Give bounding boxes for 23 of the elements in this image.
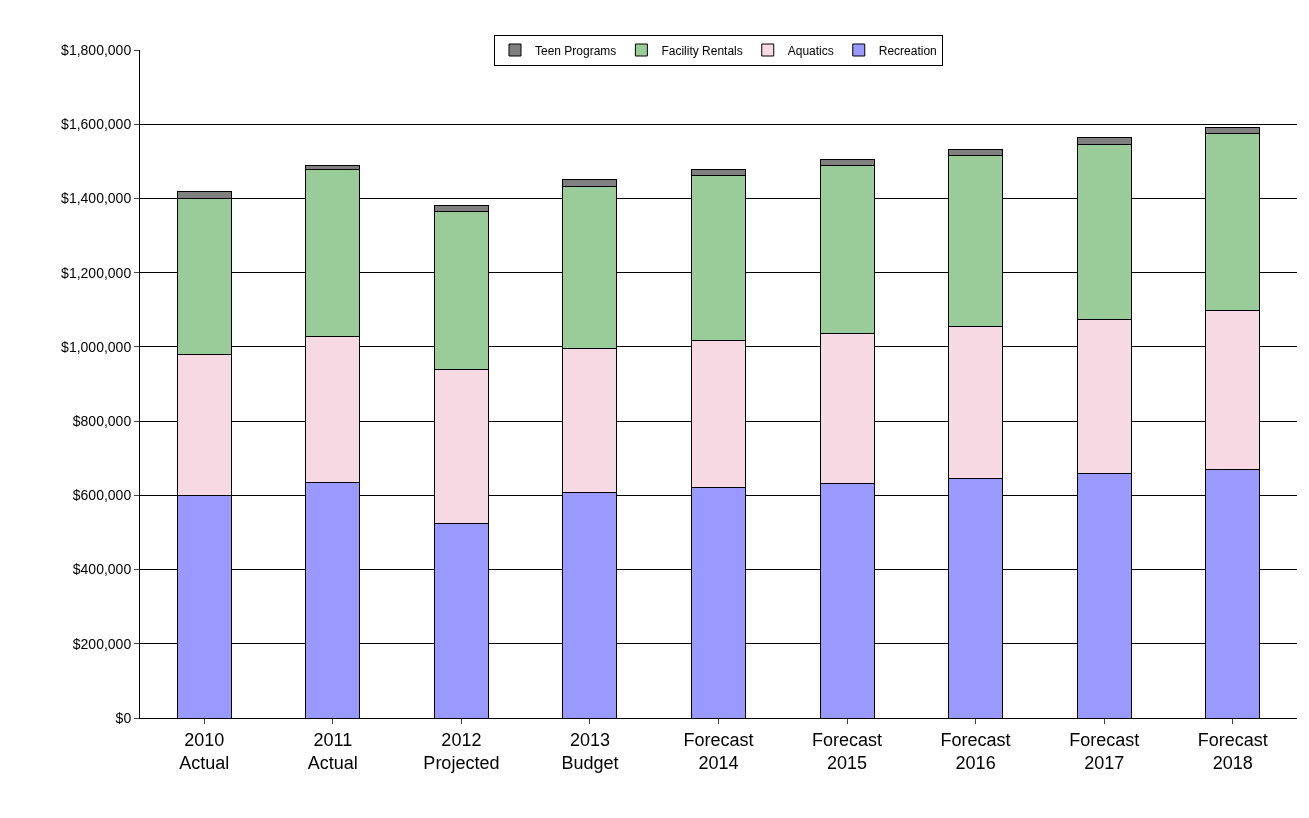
y-tick-label: $1,800,000 — [61, 41, 132, 58]
y-tick-label: $400,000 — [72, 561, 132, 578]
x-tick-label: 2010 Actual — [179, 729, 230, 773]
x-tick-label: Forecast 2015 — [812, 729, 883, 773]
legend-label: Aquatics — [787, 43, 834, 58]
x-tick-label: 2011 Actual — [307, 729, 358, 773]
y-tick-label: $200,000 — [72, 635, 132, 652]
y-tick-label: $800,000 — [72, 413, 132, 430]
y-tick-label: $1,200,000 — [61, 264, 132, 281]
y-tick-label: $1,600,000 — [61, 116, 132, 133]
y-tick-label: $600,000 — [72, 487, 132, 504]
x-tick-label: Forecast 2018 — [1197, 729, 1268, 773]
x-tick-label: 2012 Projected — [423, 729, 500, 773]
legend-label: Recreation — [878, 43, 937, 58]
x-tick-label: 2013 Budget — [561, 729, 619, 773]
y-tick-label: $1,000,000 — [61, 338, 132, 355]
y-tick-label: $1,400,000 — [61, 190, 132, 207]
x-tick-label: Forecast 2017 — [1069, 729, 1140, 773]
x-tick-label: Forecast 2014 — [683, 729, 754, 773]
x-tick-label: Forecast 2016 — [940, 729, 1011, 773]
y-tick-label: $0 — [115, 709, 132, 726]
legend-label: Facility Rentals — [661, 43, 743, 58]
legend-label: Teen Programs — [535, 43, 617, 58]
